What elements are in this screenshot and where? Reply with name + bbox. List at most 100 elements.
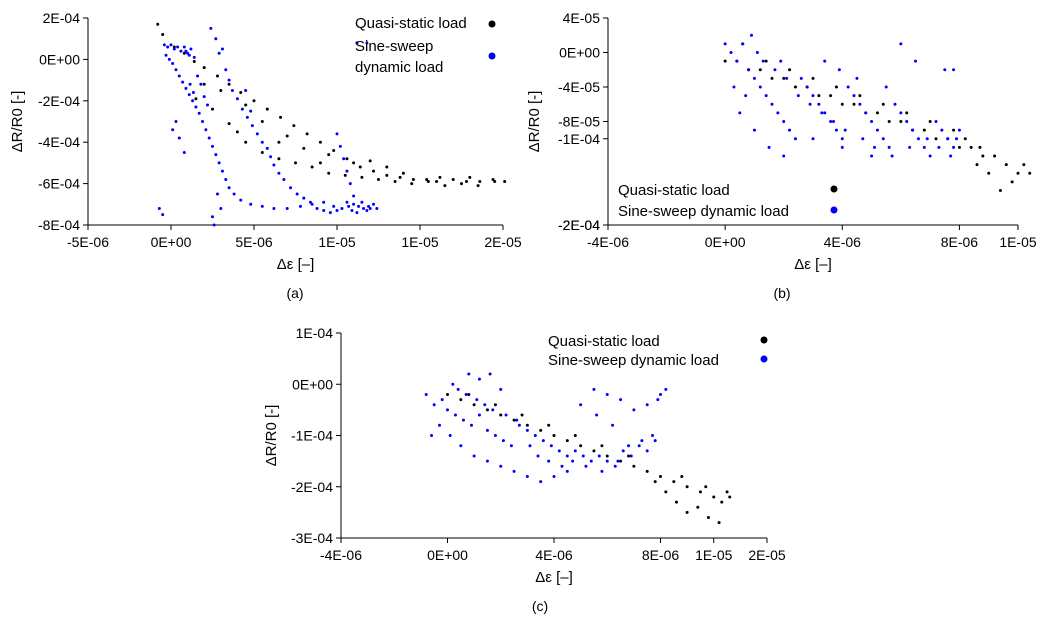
panel-a-y-tick-label-1: 0E+00 xyxy=(39,51,80,67)
panel-b-series-1-point-60 xyxy=(773,68,777,72)
panel-b-series-0-point-24 xyxy=(1004,163,1008,167)
panel-a-series-1-point-58 xyxy=(188,82,192,86)
panel-c-series-1-point-72 xyxy=(616,459,620,463)
panel-a-series-1-point-63 xyxy=(171,128,175,132)
panel-a-legend-label-sine-sweep-line1: Sine-sweep xyxy=(355,38,433,55)
panel-c-series-1-point-31 xyxy=(459,444,463,448)
panel-b-series-1-point-54 xyxy=(837,68,841,72)
panel-a-series-1-point-79 xyxy=(219,206,223,210)
panel-a-series-0-point-21 xyxy=(411,177,415,181)
panel-b-series-0-point-21 xyxy=(969,145,973,149)
panel-a-series-1-point-48 xyxy=(355,211,359,215)
panel-c-series-1-point-19 xyxy=(573,449,577,453)
panel-a-series-1-point-67 xyxy=(224,68,228,72)
panel-b-y-tick-label-5: -2E-04 xyxy=(558,217,600,233)
panel-b-series-1-point-0 xyxy=(723,42,727,46)
panel-b-series-0-point-9 xyxy=(829,94,833,98)
panel-c-series-1-point-11 xyxy=(509,444,513,448)
panel-b: -4E-06 0E+00 4E-06 8E-06 1E-05 4E-05 0E+00 -4E-… xyxy=(526,10,1037,301)
panel-a-series-0-point-0 xyxy=(156,22,160,26)
panel-a-series-1-point-55 xyxy=(345,169,349,173)
panel-a-series-0-point-4 xyxy=(192,59,196,63)
panel-c-series-1-point-52 xyxy=(579,403,583,407)
panel-c-series-0-point-22 xyxy=(728,495,732,499)
panel-b-x-tick-label-1: 0E+00 xyxy=(705,234,746,250)
panel-a-series-1-point-95 xyxy=(289,186,293,190)
panel-b-series-0-point-6 xyxy=(793,85,797,89)
panel-c-series-1-point-34 xyxy=(499,464,503,468)
panel-a-y-tick-label-3: -4E-04 xyxy=(38,134,80,150)
panel-b-series-0-point-38 xyxy=(881,102,885,106)
panel-c-y-tick-label-4: -3E-04 xyxy=(291,530,333,546)
panel-c-series-1-point-20 xyxy=(581,454,585,458)
panel-a-x-tick-label-4: 1E-05 xyxy=(401,234,439,250)
panel-a-series-1-point-51 xyxy=(368,206,372,210)
panel-b-series-1-point-52 xyxy=(952,68,956,72)
panel-b-legend-label-quasi-static: Quasi-static load xyxy=(618,182,730,199)
panel-c-series-1-point-30 xyxy=(448,434,452,437)
panel-b-series-1-point-47 xyxy=(870,154,874,158)
panel-b-series-0-point-39 xyxy=(905,111,909,115)
panel-b-series-0-point-22 xyxy=(981,154,985,158)
panel-c: -4E-06 0E+00 4E-06 8E-06 1E-05 2E-05 1E-04 0E+0… xyxy=(263,325,786,614)
panel-c-series-0-point-4 xyxy=(499,413,503,417)
panel-b-series-1-point-16 xyxy=(817,102,821,106)
panel-a-series-1-point-34 xyxy=(285,206,289,210)
panel-b-series-1-point-57 xyxy=(744,94,748,98)
panel-a-series-1-point-38 xyxy=(332,204,336,208)
panel-b-series-1-point-32 xyxy=(911,128,915,132)
panel-c-series-1-point-17 xyxy=(557,449,561,453)
panel-c-series-0-point-31 xyxy=(493,403,497,407)
panel-a-series-1-point-65 xyxy=(217,51,221,55)
panel-a-legend: Quasi-static load Sine-sweep dynamic loa… xyxy=(355,15,496,76)
panel-b-series-0-point-8 xyxy=(817,94,821,98)
panel-b-series-1-point-69 xyxy=(890,154,894,158)
panel-c-series-1-point-46 xyxy=(619,398,623,402)
panel-a-series-0-point-23 xyxy=(438,175,442,179)
panel-b-series-0-point-0 xyxy=(723,59,727,63)
panel-a-series-1-point-82 xyxy=(157,206,161,210)
panel-a-series-1-point-27 xyxy=(224,177,228,181)
panel-b-series-1-point-73 xyxy=(949,154,953,158)
panel-c-series-0-point-37 xyxy=(680,475,684,478)
panel-b-series-1-point-18 xyxy=(829,120,833,123)
panel-b-series-1-point-48 xyxy=(884,85,888,89)
panel-c-series-1-point-14 xyxy=(533,434,537,437)
panel-a-series-0-point-16 xyxy=(345,157,349,161)
panel-a-series-0-point-45 xyxy=(460,182,463,186)
panel-a-series-1-point-1 xyxy=(166,45,170,49)
panel-a-series-1-point-41 xyxy=(352,202,356,206)
panel-a-legend-label-quasi-static: Quasi-static load xyxy=(355,15,467,32)
panel-a-series-1-point-20 xyxy=(201,120,205,123)
panel-b-series-1-point-67 xyxy=(861,137,865,141)
panel-c-series-0-point-12 xyxy=(605,454,609,458)
panel-a-series-1-point-98 xyxy=(308,200,312,204)
panel-b-series-1-point-22 xyxy=(852,94,856,98)
panel-c-series-0-point-7 xyxy=(539,428,543,432)
panel-c-series-0-point-18 xyxy=(685,485,689,489)
panel-a-series-1-point-68 xyxy=(227,78,231,82)
panel-c-series-0-point-13 xyxy=(619,459,623,463)
panel-c-series-0-point-10 xyxy=(579,444,583,448)
panel-a-series-0-point-35 xyxy=(294,161,297,165)
panel-c-series-1-point-24 xyxy=(613,464,617,468)
panel-b-series-1-point-5 xyxy=(752,76,756,80)
panel-c-series-0-point-8 xyxy=(552,434,556,437)
panel-c-series-1-point-4 xyxy=(453,413,457,417)
panel-a-series-1-point-26 xyxy=(220,169,224,173)
panel-c-series-1-point-62 xyxy=(491,408,495,412)
panel-b-y-title: ΔR/R0 [-] xyxy=(526,91,543,153)
panel-c-series-1-point-28 xyxy=(645,449,649,453)
panel-b-caption: (b) xyxy=(773,285,790,301)
panel-c-series-0-point-24 xyxy=(717,521,721,525)
panel-b-series-0-point-17 xyxy=(922,128,926,132)
panel-c-x-tick-label-3: 8E-06 xyxy=(642,547,680,563)
panel-a-series-1-point-3 xyxy=(172,47,176,51)
panel-a-series-0-point-48 xyxy=(235,130,239,134)
panel-a-series-0-point-25 xyxy=(464,180,468,184)
panel-b-series-1-point-19 xyxy=(834,128,838,132)
panel-a-series-1-point-23 xyxy=(211,144,214,148)
panel-c-series-1-point-16 xyxy=(549,444,553,448)
panel-b-series-1-point-21 xyxy=(846,85,850,89)
panel-c-series-1-point-8 xyxy=(485,428,489,432)
